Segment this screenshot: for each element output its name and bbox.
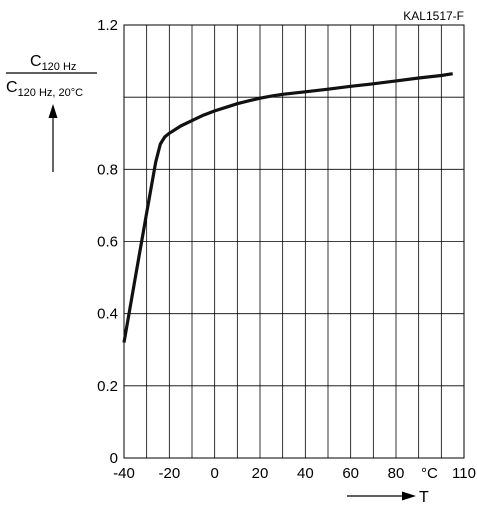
y-label-denominator-sub: 120 Hz, 20°C	[18, 87, 84, 99]
x-axis-label: T	[347, 489, 429, 506]
svg-text:C120 Hz: C120 Hz	[30, 53, 76, 73]
grid	[124, 25, 464, 458]
x-tick-label: 80	[388, 465, 405, 482]
svg-text:C120 Hz, 20°C: C120 Hz, 20°C	[6, 79, 83, 99]
y-tick-label: 1.2	[97, 17, 118, 34]
tick-labels: -40 -20 0 20 40 60 80 110 0 0.2 0.4 0.6 0.8 1.2	[97, 17, 476, 482]
y-tick-label: 0.2	[97, 378, 118, 395]
y-tick-label: 0.4	[97, 306, 118, 323]
x-tick-label: 60	[342, 465, 359, 482]
y-label-denominator: C	[6, 79, 18, 96]
x-axis-arrow-head	[402, 491, 416, 501]
x-tick-label: 40	[297, 465, 314, 482]
curve-layer	[122, 72, 453, 343]
y-axis-label: C120 Hz C120 Hz, 20°C	[6, 53, 97, 172]
y-axis-arrow-head	[48, 104, 58, 118]
y-tick-label: 0.8	[97, 161, 118, 178]
plot-border	[123, 24, 465, 459]
y-label-numerator-sub: 120 Hz	[42, 61, 77, 73]
x-tick-label: 110	[452, 465, 476, 482]
x-tick-label: 20	[252, 465, 269, 482]
x-tick-label: -20	[158, 465, 180, 482]
y-tick-label: 0.6	[97, 234, 118, 251]
series-curve	[122, 72, 453, 343]
x-tick-label: 0	[210, 465, 218, 482]
y-tick-label: 0	[110, 450, 118, 467]
y-label-numerator: C	[30, 53, 42, 70]
x-axis-title: T	[419, 489, 429, 506]
x-axis-unit: °C	[421, 465, 438, 482]
chart-code: KAL1517-F	[403, 9, 464, 23]
x-tick-label: -40	[113, 465, 135, 482]
plot-frame	[123, 24, 465, 459]
